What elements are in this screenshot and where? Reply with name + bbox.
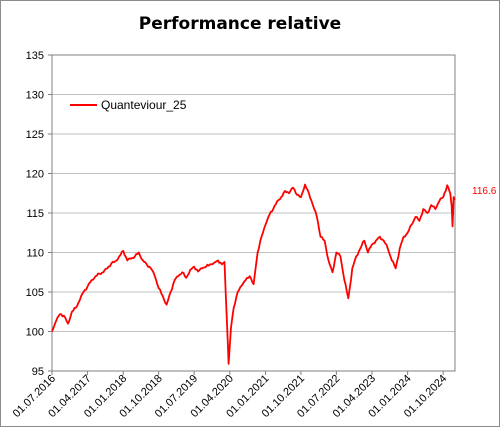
y-tick-label: 135 (26, 50, 44, 62)
chart-title: Performance relative (138, 14, 342, 34)
end-value-label: 116.6 (472, 186, 497, 197)
legend: Quanteviour_25 (70, 98, 187, 112)
y-tick-label: 100 (26, 327, 44, 339)
grid-lines (52, 54, 455, 372)
y-tick-label: 95 (32, 366, 44, 378)
series-line-Quanteviour_25 (51, 183, 456, 365)
y-tick-label: 105 (26, 287, 44, 299)
y-tick-label: 110 (26, 248, 44, 260)
y-tick-label: 120 (26, 169, 44, 181)
legend-label: Quanteviour_25 (101, 98, 187, 112)
y-axis: 95 100 105 110 115 120 125 130 135 (26, 50, 52, 378)
y-tick-label: 130 (26, 90, 44, 102)
y-tick-label: 115 (26, 208, 44, 220)
y-tick-label: 125 (26, 129, 44, 141)
x-axis: 01.07.201601.04.201701.01.201801.10.2018… (11, 371, 449, 420)
series-group (51, 183, 456, 365)
